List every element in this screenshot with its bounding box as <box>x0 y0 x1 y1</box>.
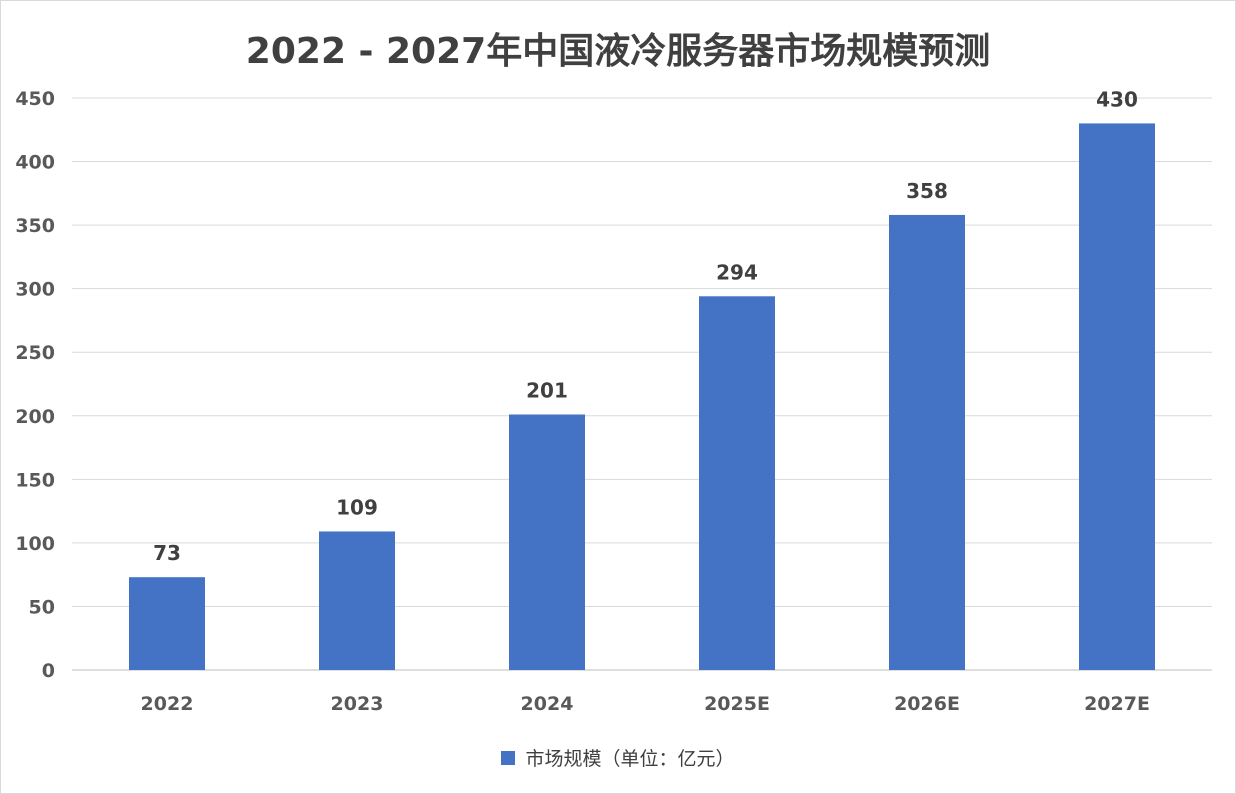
data-label: 430 <box>1096 87 1138 111</box>
data-label: 73 <box>153 541 181 565</box>
data-label: 109 <box>336 495 378 519</box>
bar <box>129 577 205 670</box>
x-tick-label: 2024 <box>521 693 574 715</box>
bar <box>1079 123 1155 670</box>
y-axis-ticks: 0 50 100 150 200 250 300 350 400 450 <box>15 88 55 682</box>
x-tick-label: 2022 <box>141 693 194 715</box>
y-tick-label: 150 <box>15 469 55 491</box>
legend: 市场规模（单位：亿元） <box>0 744 1236 771</box>
x-tick-label: 2025E <box>704 693 770 715</box>
y-tick-label: 250 <box>15 342 55 364</box>
data-labels: 73 109 201 294 358 430 <box>153 87 1138 565</box>
legend-label: 市场规模（单位：亿元） <box>525 748 735 770</box>
x-tick-label: 2026E <box>894 693 960 715</box>
y-tick-label: 300 <box>15 279 55 301</box>
bars <box>129 123 1155 671</box>
y-tick-label: 200 <box>15 406 55 428</box>
x-tick-label: 2027E <box>1084 693 1150 715</box>
chart-title: 2022 - 2027年中国液冷服务器市场规模预测 <box>245 31 991 72</box>
gridlines <box>72 97 1212 671</box>
data-label: 294 <box>716 260 758 284</box>
legend-swatch <box>501 750 516 765</box>
bar <box>889 214 965 671</box>
data-label: 358 <box>906 179 948 203</box>
y-tick-label: 400 <box>15 152 55 174</box>
y-tick-label: 350 <box>15 215 55 237</box>
bar <box>509 414 585 670</box>
y-tick-label: 100 <box>15 533 55 555</box>
y-tick-label: 50 <box>29 596 55 618</box>
bar <box>699 296 775 670</box>
x-axis-ticks: 2022 2023 2024 2025E 2026E 2027E <box>141 693 1150 715</box>
y-tick-label: 0 <box>42 660 55 682</box>
y-tick-label: 450 <box>15 88 55 110</box>
data-label: 201 <box>526 379 568 403</box>
x-tick-label: 2023 <box>331 693 384 715</box>
bar <box>319 531 395 670</box>
